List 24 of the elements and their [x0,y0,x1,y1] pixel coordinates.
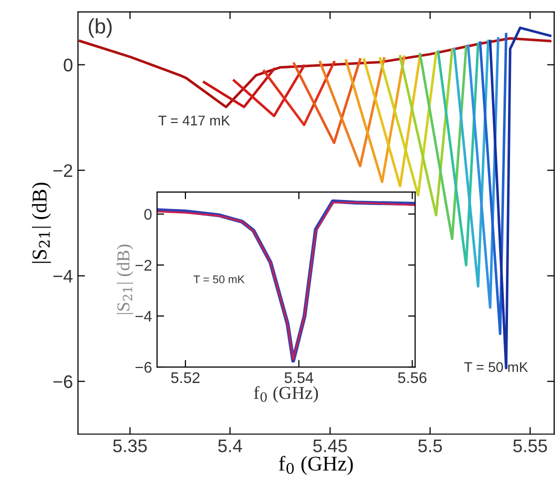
y-tick-label: −6 [136,362,152,373]
y-tick-label: −2 [53,164,72,177]
x-axis-title: f$_{0}$ (GHz) [254,386,318,403]
annotation: T = 417 mK [158,116,230,126]
annotation: (b) [88,18,112,38]
y-tick-label: 0 [144,208,152,220]
y-tick-label: −2 [136,260,152,271]
y-tick-label: −4 [136,311,152,322]
x-tick-label: 5.5 [418,440,442,452]
x-tick-label: 5.54 [284,372,314,384]
y-axis-title: |S$_{21}$| (dB) [116,244,134,314]
x-tick-label: 5.35 [113,439,147,452]
y-tick-label: 0 [64,58,72,72]
y-tick-label: −4 [53,270,73,282]
x-tick-label: 5.52 [171,372,200,384]
x-tick-label: 5.45 [313,440,347,452]
y-axis-title: |S$_{21}$| (dB) [32,182,51,263]
annotation: T = 50 mK [194,275,245,284]
annotation: T = 50 mK [464,362,528,372]
x-tick-label: 5.55 [513,440,547,452]
x-tick-label: 5.4 [218,440,242,452]
y-tick-label: −6 [53,375,72,388]
x-tick-label: 5.56 [398,372,426,384]
x-axis-title: f$_{0}$ (GHz) [279,456,353,475]
